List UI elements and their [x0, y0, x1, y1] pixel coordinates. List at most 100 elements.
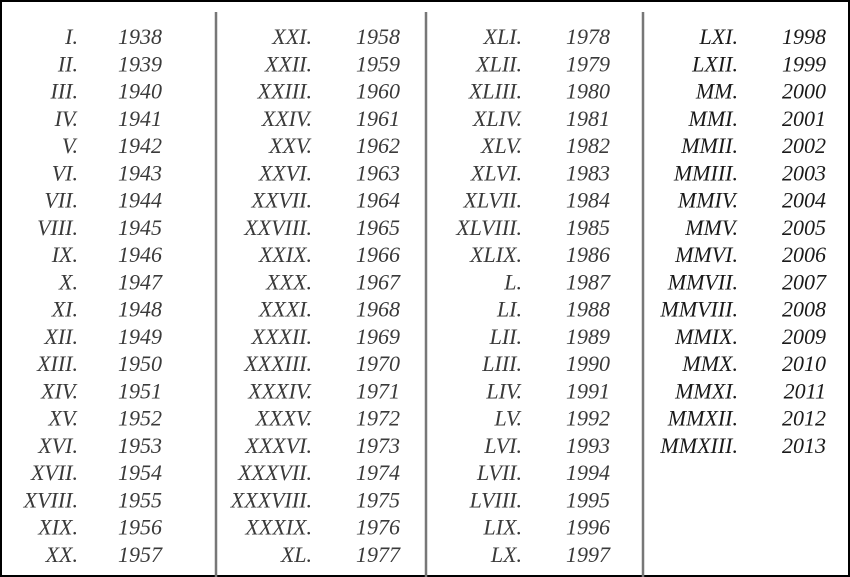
- roman-numeral: XXI.: [271, 24, 312, 49]
- roman-numeral: LXI.: [699, 24, 739, 49]
- year: 1976: [356, 515, 400, 540]
- year: 1945: [118, 215, 162, 240]
- year: 2001: [782, 106, 826, 131]
- year: 1942: [118, 133, 162, 158]
- year: 1954: [118, 460, 162, 485]
- roman-numeral: XXIII.: [257, 79, 312, 104]
- roman-numeral: LI.: [496, 297, 522, 322]
- year: 1948: [118, 297, 162, 322]
- year: 1973: [356, 433, 400, 458]
- roman-numeral: LIII.: [481, 351, 522, 376]
- year: 1943: [118, 160, 162, 185]
- roman-numeral: V.: [62, 133, 78, 158]
- roman-numeral: VI.: [52, 160, 78, 185]
- year: 2000: [782, 79, 826, 104]
- year: 1992: [566, 406, 610, 431]
- year: 1983: [566, 160, 610, 185]
- year: 2008: [782, 297, 826, 322]
- roman-numeral: LX.: [490, 542, 522, 567]
- roman-numeral: XX.: [45, 542, 78, 567]
- roman-numeral: XLV.: [480, 133, 522, 158]
- year: 2004: [782, 188, 826, 213]
- roman-numeral: IX.: [51, 242, 78, 267]
- year: 1959: [356, 51, 400, 76]
- year: 1964: [356, 188, 400, 213]
- year: 1957: [118, 542, 163, 567]
- roman-numeral: III.: [50, 79, 78, 104]
- roman-numeral: VIII.: [37, 215, 78, 240]
- year: 1955: [118, 487, 162, 512]
- year: 1990: [566, 351, 610, 376]
- year: 2009: [782, 324, 826, 349]
- roman-numeral: MMIV.: [677, 188, 738, 213]
- roman-numeral: MMVIII.: [659, 297, 738, 322]
- roman-numeral: MMXII.: [667, 406, 738, 431]
- year: 1947: [118, 269, 163, 294]
- roman-numeral: MMX.: [681, 351, 738, 376]
- roman-numeral: MMIII.: [673, 160, 738, 185]
- year: 2012: [782, 406, 826, 431]
- roman-numeral: XIX.: [37, 515, 78, 540]
- roman-numeral: MMI.: [688, 106, 738, 131]
- year: 2011: [784, 378, 826, 403]
- year: 1974: [356, 460, 400, 485]
- roman-numeral: II.: [57, 51, 78, 76]
- year: 1962: [356, 133, 400, 158]
- year: 1950: [118, 351, 162, 376]
- roman-numeral: XLII.: [475, 51, 522, 76]
- roman-numeral: XXIV.: [261, 106, 312, 131]
- roman-numeral: MMVI.: [674, 242, 738, 267]
- year: 1988: [566, 297, 610, 322]
- year: 1970: [356, 351, 400, 376]
- year: 2003: [782, 160, 826, 185]
- year: 1944: [118, 188, 162, 213]
- roman-numeral: XXVI.: [258, 160, 312, 185]
- roman-numeral: XVIII.: [23, 487, 78, 512]
- roman-numeral: XXXVI.: [244, 433, 312, 458]
- roman-numeral: XXV.: [268, 133, 312, 158]
- roman-numeral: MMVII.: [667, 269, 738, 294]
- year: 1952: [118, 406, 162, 431]
- year: 2006: [782, 242, 826, 267]
- roman-numeral: XXII.: [264, 51, 312, 76]
- roman-numeral: LVIII.: [469, 487, 522, 512]
- roman-numeral: MM.: [695, 79, 738, 104]
- year: 1941: [118, 106, 162, 131]
- roman-numeral: XVII.: [30, 460, 78, 485]
- year: 1965: [356, 215, 400, 240]
- year: 2002: [782, 133, 826, 158]
- roman-numeral: XXXI.: [258, 297, 312, 322]
- year: 2007: [782, 269, 827, 294]
- roman-numeral: XLIX.: [469, 242, 522, 267]
- roman-numeral: LIX.: [483, 515, 523, 540]
- year: 1972: [356, 406, 400, 431]
- year: 1966: [356, 242, 400, 267]
- roman-numeral: XI.: [51, 297, 78, 322]
- roman-numeral: XXXIX.: [244, 515, 312, 540]
- year: 1984: [566, 188, 610, 213]
- roman-numeral: XXX.: [265, 269, 312, 294]
- roman-numeral: LVI.: [483, 433, 522, 458]
- year: 1961: [356, 106, 400, 131]
- year: 1996: [566, 515, 610, 540]
- roman-numeral: VII.: [44, 188, 78, 213]
- roman-numeral: XLVI.: [470, 160, 522, 185]
- year: 1975: [356, 487, 400, 512]
- year: 1986: [566, 242, 610, 267]
- roman-numeral: LIV.: [485, 378, 522, 403]
- year: 1982: [566, 133, 610, 158]
- year: 1953: [118, 433, 162, 458]
- roman-numeral: MMII.: [680, 133, 738, 158]
- roman-numeral: XXIX.: [258, 242, 312, 267]
- roman-numeral: XXXVII.: [237, 460, 312, 485]
- year: 1946: [118, 242, 162, 267]
- year: 1995: [566, 487, 610, 512]
- year: 2010: [782, 351, 826, 376]
- roman-numeral: XXXVIII.: [230, 487, 312, 512]
- roman-numeral: X.: [58, 269, 78, 294]
- year: 1967: [356, 269, 401, 294]
- year: 1979: [566, 51, 610, 76]
- year: 2013: [782, 433, 826, 458]
- roman-numeral: XLIV.: [472, 106, 522, 131]
